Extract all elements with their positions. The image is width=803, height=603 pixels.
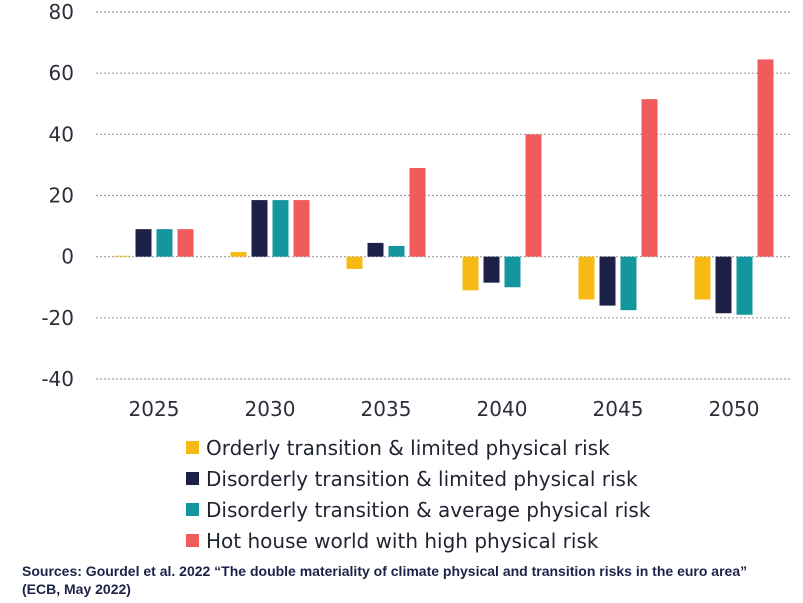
x-tick-label: 2040 — [477, 397, 528, 421]
bar-2035-series-4 — [409, 167, 426, 257]
bar-2040-series-2 — [483, 256, 500, 283]
x-tick-label: 2035 — [361, 397, 412, 421]
bar-2030-series-1 — [230, 252, 247, 257]
y-tick-label: 20 — [49, 184, 74, 208]
x-tick-label: 2025 — [129, 397, 180, 421]
bar-2045-series-2 — [599, 256, 616, 306]
y-tick-label: -40 — [41, 367, 74, 391]
y-tick-label: 80 — [49, 0, 74, 24]
y-tick-label: -20 — [41, 306, 74, 330]
y-tick-label: 0 — [61, 245, 74, 269]
bar-2030-series-2 — [251, 200, 268, 257]
legend-label-disorderly-average: Disorderly transition & average physical… — [206, 497, 651, 522]
legend-label-disorderly-limited: Disorderly transition & limited physical… — [206, 466, 638, 491]
bar-2050-series-1 — [694, 256, 711, 300]
x-axis-tick-labels: 2025 2030 2035 2040 2045 2050 — [129, 397, 760, 421]
bar-2045-series-4 — [641, 99, 658, 257]
bar-2050-series-2 — [715, 256, 732, 314]
y-tick-label: 40 — [49, 122, 74, 146]
bar-2025-series-2 — [135, 229, 152, 257]
bar-2045-series-3 — [620, 256, 637, 311]
bar-2025-series-1 — [114, 255, 131, 257]
bar-2035-series-3 — [388, 245, 405, 257]
bar-2025-series-4 — [177, 229, 194, 257]
bar-2040-series-3 — [504, 256, 521, 288]
x-tick-label: 2030 — [245, 397, 296, 421]
bar-2035-series-2 — [367, 242, 384, 257]
source-line-2: (ECB, May 2022) — [22, 581, 131, 597]
y-tick-label: 60 — [49, 61, 74, 85]
legend-item-orderly-limited: Orderly transition & limited physical ri… — [186, 432, 650, 463]
legend-swatch-disorderly-limited — [186, 472, 199, 485]
bar-2030-series-3 — [272, 200, 289, 257]
legend-item-disorderly-average: Disorderly transition & average physical… — [186, 494, 650, 525]
legend-item-hot-house: Hot house world with high physical risk — [186, 525, 650, 556]
x-tick-label: 2050 — [709, 397, 760, 421]
legend-item-disorderly-limited: Disorderly transition & limited physical… — [186, 463, 650, 494]
legend-swatch-hot-house — [186, 534, 199, 547]
legend-label-hot-house: Hot house world with high physical risk — [206, 528, 599, 553]
bar-2045-series-1 — [578, 256, 595, 300]
x-tick-label: 2045 — [593, 397, 644, 421]
legend-swatch-orderly-limited — [186, 441, 199, 454]
bar-2050-series-4 — [757, 59, 774, 257]
source-line-1: Sources: Gourdel et al. 2022 “The double… — [22, 563, 748, 579]
gridlines — [96, 11, 792, 380]
bar-2035-series-1 — [346, 256, 363, 269]
bar-2040-series-1 — [462, 256, 479, 291]
bar-2050-series-3 — [736, 256, 753, 315]
legend: Orderly transition & limited physical ri… — [186, 432, 650, 556]
legend-label-orderly-limited: Orderly transition & limited physical ri… — [206, 435, 610, 460]
legend-swatch-disorderly-average — [186, 503, 199, 516]
bars — [114, 59, 774, 315]
bar-2030-series-4 — [293, 200, 310, 257]
bar-2025-series-3 — [156, 229, 173, 257]
bar-2040-series-4 — [525, 134, 542, 257]
y-axis-tick-labels: -40 -20 0 20 40 60 80 — [41, 0, 74, 391]
source-note: Sources: Gourdel et al. 2022 “The double… — [22, 562, 792, 598]
